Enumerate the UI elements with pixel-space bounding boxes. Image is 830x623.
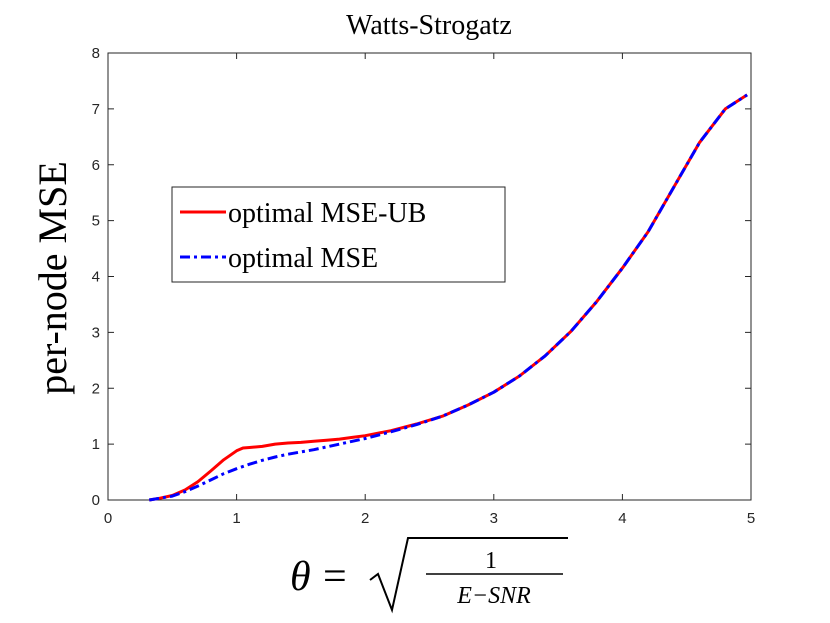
series-line-mse-ub [148, 93, 748, 502]
y-tick-label: 8 [92, 45, 100, 62]
x-label-equals: = [323, 554, 347, 600]
chart-title: Watts-Strogatz [346, 10, 512, 41]
x-tick-label: 2 [361, 510, 369, 527]
y-tick-label: 3 [92, 324, 100, 341]
x-label-denominator: E−SNR [456, 583, 531, 609]
legend: optimal MSE-UB optimal MSE [171, 186, 506, 283]
legend-entry-mse: optimal MSE [228, 243, 378, 274]
y-tick-label: 5 [92, 213, 100, 230]
y-tick-label: 6 [92, 157, 100, 174]
y-axis-label: per-node MSE [30, 161, 75, 395]
x-axis-label: θ = 1 E−SNR [290, 537, 568, 614]
y-tick-label: 1 [92, 436, 100, 453]
y-axis: 0 1 2 3 4 5 6 7 8 [92, 45, 751, 509]
y-tick-label: 4 [92, 269, 100, 286]
sqrt-symbol [369, 537, 568, 614]
x-tick-label: 0 [104, 510, 112, 527]
x-tick-label: 4 [618, 510, 626, 527]
x-axis: 0 1 2 3 4 5 [104, 53, 755, 527]
y-tick-label: 2 [92, 380, 100, 397]
x-tick-label: 5 [747, 510, 755, 527]
legend-box [171, 186, 506, 283]
y-tick-label: 0 [92, 492, 100, 509]
x-label-theta: θ [290, 554, 311, 600]
x-tick-label: 1 [232, 510, 240, 527]
series-line-mse [148, 93, 748, 502]
y-tick-label: 7 [92, 101, 100, 118]
x-tick-label: 3 [490, 510, 498, 527]
x-label-numerator: 1 [485, 548, 497, 574]
series-layer [148, 93, 748, 502]
legend-entry-mse-ub: optimal MSE-UB [228, 198, 426, 229]
